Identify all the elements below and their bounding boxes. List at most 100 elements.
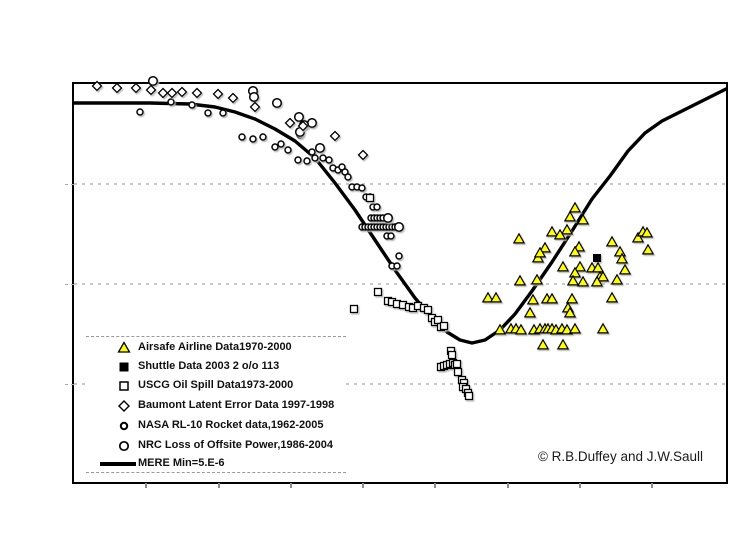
- nrc-point: [248, 91, 260, 103]
- airsafe-point: [613, 245, 627, 257]
- nasa-point: [373, 203, 381, 211]
- y-gridline-overhang: [65, 184, 74, 185]
- nrc-point: [393, 221, 405, 233]
- airsafe-point: [605, 235, 619, 247]
- nasa-point: [358, 184, 366, 192]
- airsafe-point: [568, 201, 582, 213]
- nasa-point: [167, 98, 175, 106]
- airsafe-points: [481, 201, 655, 350]
- x-axis-tick: [507, 483, 509, 488]
- airsafe-point: [568, 322, 582, 334]
- airsafe-point: [512, 232, 526, 244]
- airsafe-point: [641, 243, 655, 255]
- uscg-square-icon: [110, 378, 138, 394]
- uscg-point: [453, 367, 463, 377]
- airsafe-point: [481, 291, 495, 303]
- x-axis-tick: [579, 483, 581, 488]
- airsafe-point: [493, 323, 507, 335]
- baumont-point: [111, 82, 123, 94]
- nrc-point: [382, 212, 394, 224]
- x-axis-tick: [362, 483, 364, 488]
- airsafe-point: [573, 260, 587, 272]
- x-axis-tick: [434, 483, 436, 488]
- nasa-point: [259, 133, 267, 141]
- baumont-point: [227, 92, 239, 104]
- airsafe-point: [533, 246, 547, 258]
- airsafe-point: [596, 270, 610, 282]
- baumont-point: [91, 80, 103, 92]
- airsafe-point: [576, 275, 590, 287]
- airsafe-point: [530, 273, 544, 285]
- airsafe-point: [565, 292, 579, 304]
- legend-item-airsafe: Airsafe Airline Data1970-2000: [86, 340, 346, 356]
- uscg-point: [365, 193, 375, 203]
- nrc-point: [147, 75, 159, 87]
- shuttle-points: [593, 254, 601, 262]
- nasa-point: [249, 135, 257, 143]
- airsafe-point: [545, 292, 559, 304]
- uscg-point: [464, 391, 474, 401]
- airsafe-point: [618, 263, 632, 275]
- nasa-point: [303, 157, 311, 165]
- baumont-point: [249, 101, 261, 113]
- airsafe-point: [523, 306, 537, 318]
- airsafe-point: [513, 274, 527, 286]
- legend-item-uscg: USCG Oil Spill Data1973-2000: [86, 378, 346, 394]
- nasa-point: [319, 154, 327, 162]
- airsafe-point: [545, 225, 559, 237]
- nasa-point: [271, 143, 279, 151]
- airsafe-point: [610, 273, 624, 285]
- uscg-point: [423, 305, 433, 315]
- nasa-point: [204, 109, 212, 117]
- nrc-point: [271, 97, 283, 109]
- x-axis-tick: [145, 483, 147, 488]
- mere-curve: [72, 87, 728, 345]
- nasa-point: [294, 156, 302, 164]
- legend: Airsafe Airline Data1970-2000 Shuttle Da…: [86, 336, 346, 473]
- airsafe-point: [615, 252, 629, 264]
- x-axis-tick: [218, 483, 220, 488]
- airsafe-point: [568, 245, 582, 257]
- airsafe-point: [640, 226, 654, 238]
- airsafe-point: [631, 231, 645, 243]
- baumont-point: [284, 117, 296, 129]
- nasa-point: [308, 148, 316, 156]
- legend-item-mere: MERE Min=5.E-6: [86, 456, 346, 472]
- nasa-point: [387, 232, 395, 240]
- shuttle-point: [593, 254, 601, 262]
- legend-label: Airsafe Airline Data1970-2000: [138, 341, 292, 353]
- x-axis-tick: [290, 483, 292, 488]
- nasa-point: [219, 109, 227, 117]
- baumont-point: [145, 84, 157, 96]
- baumont-point: [357, 149, 369, 161]
- nrc-point: [314, 142, 326, 154]
- y-gridline-overhang: [65, 384, 74, 385]
- nasa-point: [277, 140, 285, 148]
- nrc-points: [147, 75, 405, 233]
- nasa-point: [393, 262, 401, 270]
- legend-label: NRC Loss of Offsite Power,1986-2004: [138, 439, 334, 451]
- nasa-point: [311, 154, 319, 162]
- legend-item-shuttle: Shuttle Data 2003 2 o/o 113: [86, 359, 346, 375]
- airsafe-point: [553, 228, 567, 240]
- nasa-point: [395, 252, 403, 260]
- airsafe-point: [591, 261, 605, 273]
- nasa-point: [284, 146, 292, 154]
- nasa-point: [188, 101, 196, 109]
- airsafe-point: [560, 223, 574, 235]
- legend-item-nrc: NRC Loss of Offsite Power,1986-2004: [86, 438, 346, 454]
- legend-label: Baumont Latent Error Data 1997-1998: [138, 399, 335, 411]
- airsafe-point: [536, 338, 550, 350]
- airsafe-point: [556, 338, 570, 350]
- airsafe-triangle-icon: [110, 340, 138, 356]
- nrc-point: [306, 117, 318, 129]
- baumont-point: [297, 120, 309, 132]
- uscg-point: [439, 321, 449, 331]
- uscg-point: [452, 359, 462, 369]
- uscg-point: [373, 287, 383, 297]
- airsafe-point: [605, 291, 619, 303]
- airsafe-point: [563, 210, 577, 222]
- mere-line-icon: [100, 462, 136, 466]
- shuttle-square-icon: [110, 359, 138, 375]
